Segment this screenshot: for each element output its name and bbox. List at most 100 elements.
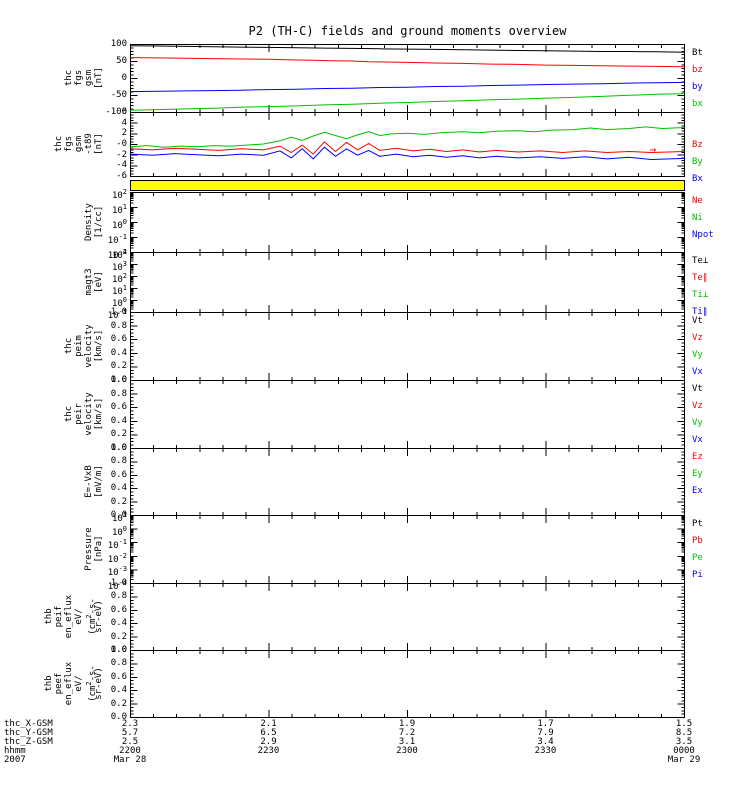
ytick-pressure-10^0: 100 [111, 524, 127, 538]
ytick-peir-velocity-0.6: 0.6 [110, 402, 127, 413]
ytick-pressure-10^-3: 10-3 [107, 565, 127, 579]
plot-title: P2 (TH-C) fields and ground moments over… [248, 24, 567, 38]
legend-peim-velocity-Vy: Vy [692, 350, 703, 360]
footer-value: 3.5 [675, 737, 693, 747]
legend-magt3-Te∥: Te∥ [692, 273, 708, 283]
legend-density-Npot: Npot [692, 230, 714, 240]
ytick-density-10^-2: 10-2 [107, 248, 127, 261]
ytick-peim-velocity-0.0: 0.0 [110, 375, 127, 385]
footer-value: Mar 29 [667, 755, 701, 765]
axis-title-line: en_eflux [64, 594, 74, 639]
ytick-density-10^0: 100 [111, 218, 127, 231]
axis-title-line: Density [84, 203, 94, 241]
ytick-peir-velocity-0.8: 0.8 [110, 388, 127, 399]
footer-row-label-thc_X-GSM: thc_X-GSM [4, 719, 53, 729]
axis-title-magt3: magt3 [eV] [84, 252, 104, 312]
legend-peir-velocity-Vx: Vx [692, 435, 703, 445]
legend-fgs-bz: bz [692, 65, 703, 75]
ytick-peef-eflux-0.2: 0.2 [110, 698, 127, 709]
footer-value: 7.2 [398, 728, 416, 738]
axis-title-line: en_eflux [64, 661, 74, 706]
footer-value: 1.9 [398, 719, 416, 729]
footer-row-label-hhmm: hhmm [4, 746, 26, 756]
footer-value: 2.5 [121, 737, 139, 747]
ytick-pressure-10^-2: 10-2 [107, 551, 127, 565]
axis-title-line: [1/cc] [94, 205, 104, 239]
footer-row-label-thc_Z-GSM: thc_Z-GSM [4, 737, 53, 747]
ytick-peim-velocity-1.0: 1.0 [110, 307, 127, 317]
footer-row-label-2007: 2007 [4, 755, 26, 765]
footer-row-label-thc_Y-GSM: thc_Y-GSM [4, 728, 53, 738]
legend-peir-velocity-Vz: Vz [692, 401, 703, 411]
legend-fgs-t89-By: By [692, 157, 703, 167]
ticks-magt3 [130, 252, 685, 312]
axis-title-line: magt3 [84, 268, 94, 296]
footer-value: 2330 [534, 746, 557, 756]
ytick-peim-velocity-0.2: 0.2 [110, 361, 127, 372]
axis-title-line: gsm [74, 135, 84, 153]
axis-title-line: thb [44, 675, 54, 692]
ytick-magt3-10^3: 103 [111, 260, 127, 273]
footer-value: 8.5 [675, 728, 693, 738]
ytick-fgs--50: -50 [110, 90, 127, 100]
axis-title-line: peir [74, 403, 84, 425]
axis-title-line: thc [64, 405, 74, 423]
legend-peim-velocity-Vz: Vz [692, 333, 703, 343]
legend-peir-velocity-Vy: Vy [692, 418, 703, 428]
axis-title-line: gsm [84, 69, 94, 87]
legend-fgs-t89-Bz: Bz [692, 140, 703, 150]
legend-magt3-Te⊥: Te⊥ [692, 256, 709, 266]
legend-magt3-Ti⊥: Ti⊥ [692, 290, 709, 300]
panel-efield [130, 448, 685, 516]
panel-pressure [130, 515, 685, 584]
ytick-peef-eflux-1.0: 1.0 [110, 645, 127, 655]
ytick-magt3-10^2: 102 [111, 272, 127, 285]
ytick-peif-eflux-1.0: 1.0 [110, 578, 127, 588]
legend-efield-Ex: Ex [692, 486, 703, 496]
plot-canvas [130, 44, 685, 718]
axis-title-peim-velocity: thc peim velocity [km/s] [64, 312, 104, 380]
legend-density-Ni: Ni [692, 213, 703, 223]
ytick-fgs-t89-4: 4 [121, 117, 127, 128]
axis-title-line: (cm2-s- [85, 665, 98, 702]
trace-by [130, 81, 685, 93]
legend-pressure-Pi: Pi [692, 570, 703, 580]
footer-value: 2.1 [260, 719, 277, 729]
ytick-fgs-t89--4: -4 [116, 160, 127, 171]
footer-value: 2.9 [260, 737, 277, 747]
ticks-peir-velocity [130, 381, 685, 448]
ytick-efield-0.8: 0.8 [110, 456, 127, 467]
axis-title-line: eV/ [74, 608, 84, 625]
ytick-efield-0.4: 0.4 [110, 483, 127, 494]
ytick-fgs-100: 100 [110, 39, 127, 49]
ytick-peif-eflux-0.4: 0.4 [110, 618, 127, 629]
axis-title-peef-eflux: thb peef en_eflux eV/(cm2-s-sr-eV) [44, 650, 104, 717]
ytick-density-10^1: 101 [111, 203, 127, 216]
panel-peim-velocity [130, 312, 685, 381]
panel-density [130, 192, 685, 253]
ytick-peim-velocity-0.8: 0.8 [110, 320, 127, 331]
ytick-efield-1.0: 1.0 [110, 443, 127, 453]
legend-fgs-Bt: Bt [692, 48, 703, 58]
ytick-magt3-10^-1: 10-1 [107, 308, 127, 321]
footer-value: 1.7 [537, 719, 554, 729]
legend-pressure-Pt: Pt [692, 519, 703, 529]
axis-title-fgs: thc fgs gsm [nT] [64, 44, 104, 112]
ytick-peif-eflux-0.2: 0.2 [110, 631, 127, 642]
ytick-peim-velocity-0.4: 0.4 [110, 347, 127, 358]
legend-pressure-Pe: Pe [692, 553, 703, 563]
footer-value: Mar 28 [113, 755, 147, 765]
axis-title-line: eV/ [74, 675, 84, 692]
offscale-arrow-icon: → [649, 142, 657, 156]
axis-title-line: thc [54, 135, 64, 153]
ytick-peef-eflux-0.6: 0.6 [110, 671, 127, 682]
footer-value: 3.4 [537, 737, 554, 747]
axis-title-efield: E=-VxB [mV/m] [84, 448, 104, 515]
panel-peif-eflux [130, 583, 685, 651]
legend-peir-velocity-Vt: Vt [692, 384, 703, 394]
axis-title-line: (cm2-s- [85, 598, 98, 635]
panel-fgs-t89 [130, 112, 685, 177]
ticks-density [130, 192, 685, 252]
legend-magt3-Ti∥: Ti∥ [692, 307, 708, 317]
axis-title-line: sr-eV) [94, 600, 104, 633]
